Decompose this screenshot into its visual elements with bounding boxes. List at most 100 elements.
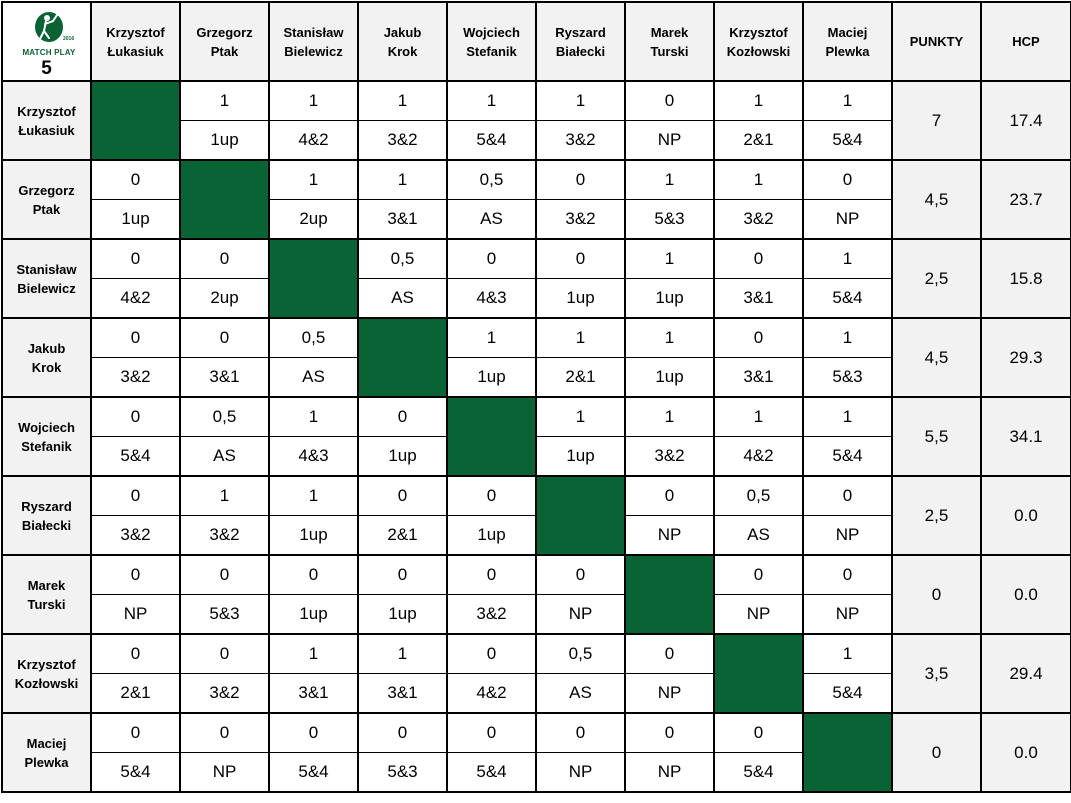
match-points-cell: 1 <box>535 396 626 437</box>
match-result-cell: 3&2 <box>446 594 537 635</box>
player-row: Krzysztof Kozłowski 0 0 1 1 0 0,5 0 1 3,5 29.4 <box>1 633 1071 714</box>
match-result-cell: AS <box>179 436 270 477</box>
match-points-cell: 0 <box>357 475 448 516</box>
match-result-cell: 5&4 <box>90 436 181 477</box>
match-points-cell: 1 <box>446 317 537 358</box>
match-points-cell: 1 <box>713 159 804 200</box>
player-row-results: 5&4 AS 4&3 1up 1up 3&2 4&2 5&4 <box>2 436 1071 477</box>
match-result-cell: 5&4 <box>802 120 893 161</box>
match-result-cell: 1up <box>268 594 359 635</box>
match-result-cell: 1up <box>535 436 626 477</box>
row-header-player: Grzegorz Ptak <box>1 159 92 240</box>
logo-text: MATCH PLAY <box>22 48 76 57</box>
match-result-cell: AS <box>713 515 804 556</box>
match-points-cell: 1 <box>357 159 448 200</box>
match-points-cell: 1 <box>179 475 270 516</box>
logo-year: 2016 <box>63 36 75 42</box>
match-result-cell: 4&2 <box>446 673 537 714</box>
diagonal-cell <box>268 238 359 319</box>
match-points-cell: 1 <box>802 633 893 674</box>
match-result-cell: 1up <box>179 120 270 161</box>
match-points-cell: 0 <box>446 712 537 753</box>
hcp-cell: 0.0 <box>980 712 1071 793</box>
match-points-cell: 0 <box>357 712 448 753</box>
match-play-logo: 2016 MATCH PLAY <box>11 9 87 59</box>
match-result-cell: 2&1 <box>713 120 804 161</box>
player-row-results: 3&2 3&2 1up 2&1 1up NP AS NP <box>2 515 1071 556</box>
match-points-cell: 0 <box>446 633 537 674</box>
match-points-cell: 0 <box>90 159 181 200</box>
match-result-cell: NP <box>179 752 270 793</box>
diagonal-cell <box>357 317 448 398</box>
match-points-cell: 1 <box>624 238 715 279</box>
match-result-cell: 5&3 <box>624 199 715 240</box>
match-points-cell: 0,5 <box>535 633 626 674</box>
group-number: 5 <box>41 58 52 79</box>
match-result-cell: NP <box>624 120 715 161</box>
match-points-cell: 0 <box>535 712 626 753</box>
match-result-cell: 3&2 <box>713 199 804 240</box>
match-points-cell: 0 <box>90 554 181 595</box>
match-result-cell: AS <box>446 199 537 240</box>
player-row: Jakub Krok 0 0 0,5 1 1 1 0 1 4,5 29.3 <box>1 317 1071 398</box>
match-points-cell: 0,5 <box>179 396 270 437</box>
match-points-cell: 1 <box>357 633 448 674</box>
match-result-cell: 5&4 <box>802 436 893 477</box>
column-header-player: Ryszard Białecki <box>535 1 626 82</box>
total-points-cell: 3,5 <box>891 633 982 714</box>
row-header-player: Krzysztof Kozłowski <box>1 633 92 714</box>
column-header-player: Grzegorz Ptak <box>179 1 270 82</box>
total-points-cell: 0 <box>891 712 982 793</box>
match-points-cell: 0 <box>268 712 359 753</box>
match-points-cell: 0 <box>713 317 804 358</box>
golfer-icon <box>35 12 63 42</box>
match-result-cell: 5&3 <box>357 752 448 793</box>
match-result-cell: 2up <box>268 199 359 240</box>
player-row-results: 2&1 3&2 3&1 3&1 4&2 AS NP 5&4 <box>2 673 1071 714</box>
match-points-cell: 1 <box>268 159 359 200</box>
hcp-cell: 15.8 <box>980 238 1071 319</box>
match-result-cell: NP <box>713 594 804 635</box>
match-points-cell: 1 <box>268 396 359 437</box>
match-result-cell: 5&4 <box>90 752 181 793</box>
player-row: Maciej Plewka 0 0 0 0 0 0 0 0 0 0.0 <box>1 712 1071 793</box>
row-header-player: Marek Turski <box>1 554 92 635</box>
row-header-player: Wojciech Stefanik <box>1 396 92 477</box>
match-points-cell: 0 <box>90 317 181 358</box>
match-result-cell: 5&4 <box>446 752 537 793</box>
match-points-cell: 1 <box>713 396 804 437</box>
match-points-cell: 1 <box>357 80 448 121</box>
match-result-cell: NP <box>624 673 715 714</box>
match-result-cell: 3&2 <box>90 515 181 556</box>
row-header-player: Stanisław Bielewicz <box>1 238 92 319</box>
match-result-cell: 3&1 <box>268 673 359 714</box>
match-points-cell: 0,5 <box>713 475 804 516</box>
match-result-cell: 1up <box>624 357 715 398</box>
match-points-cell: 0 <box>179 554 270 595</box>
player-row-results: 1up 4&2 3&2 5&4 3&2 NP 2&1 5&4 <box>2 120 1071 161</box>
match-result-cell: 2&1 <box>90 673 181 714</box>
match-points-cell: 0 <box>713 238 804 279</box>
total-points-cell: 4,5 <box>891 159 982 240</box>
match-result-cell: 3&1 <box>357 199 448 240</box>
match-result-cell: 5&4 <box>802 673 893 714</box>
match-points-cell: 1 <box>624 396 715 437</box>
match-points-cell: 0 <box>713 554 804 595</box>
match-result-cell: 2up <box>179 278 270 319</box>
total-points-cell: 2,5 <box>891 238 982 319</box>
header-row: 2016 MATCH PLAY 5 Krzysztof Łukasiuk Grz… <box>1 1 1071 82</box>
match-points-cell: 1 <box>624 159 715 200</box>
diagonal-cell <box>90 80 181 161</box>
player-row-results: 3&2 3&1 AS 1up 2&1 1up 3&1 5&3 <box>2 357 1071 398</box>
column-header-player: Marek Turski <box>624 1 715 82</box>
match-points-cell: 0 <box>535 238 626 279</box>
match-result-cell: 3&2 <box>357 120 448 161</box>
match-result-cell: NP <box>802 199 893 240</box>
match-points-cell: 0 <box>90 475 181 516</box>
match-result-cell: NP <box>535 752 626 793</box>
diagonal-cell <box>802 712 893 793</box>
match-points-cell: 0 <box>90 633 181 674</box>
hcp-cell: 34.1 <box>980 396 1071 477</box>
match-result-cell: NP <box>802 594 893 635</box>
